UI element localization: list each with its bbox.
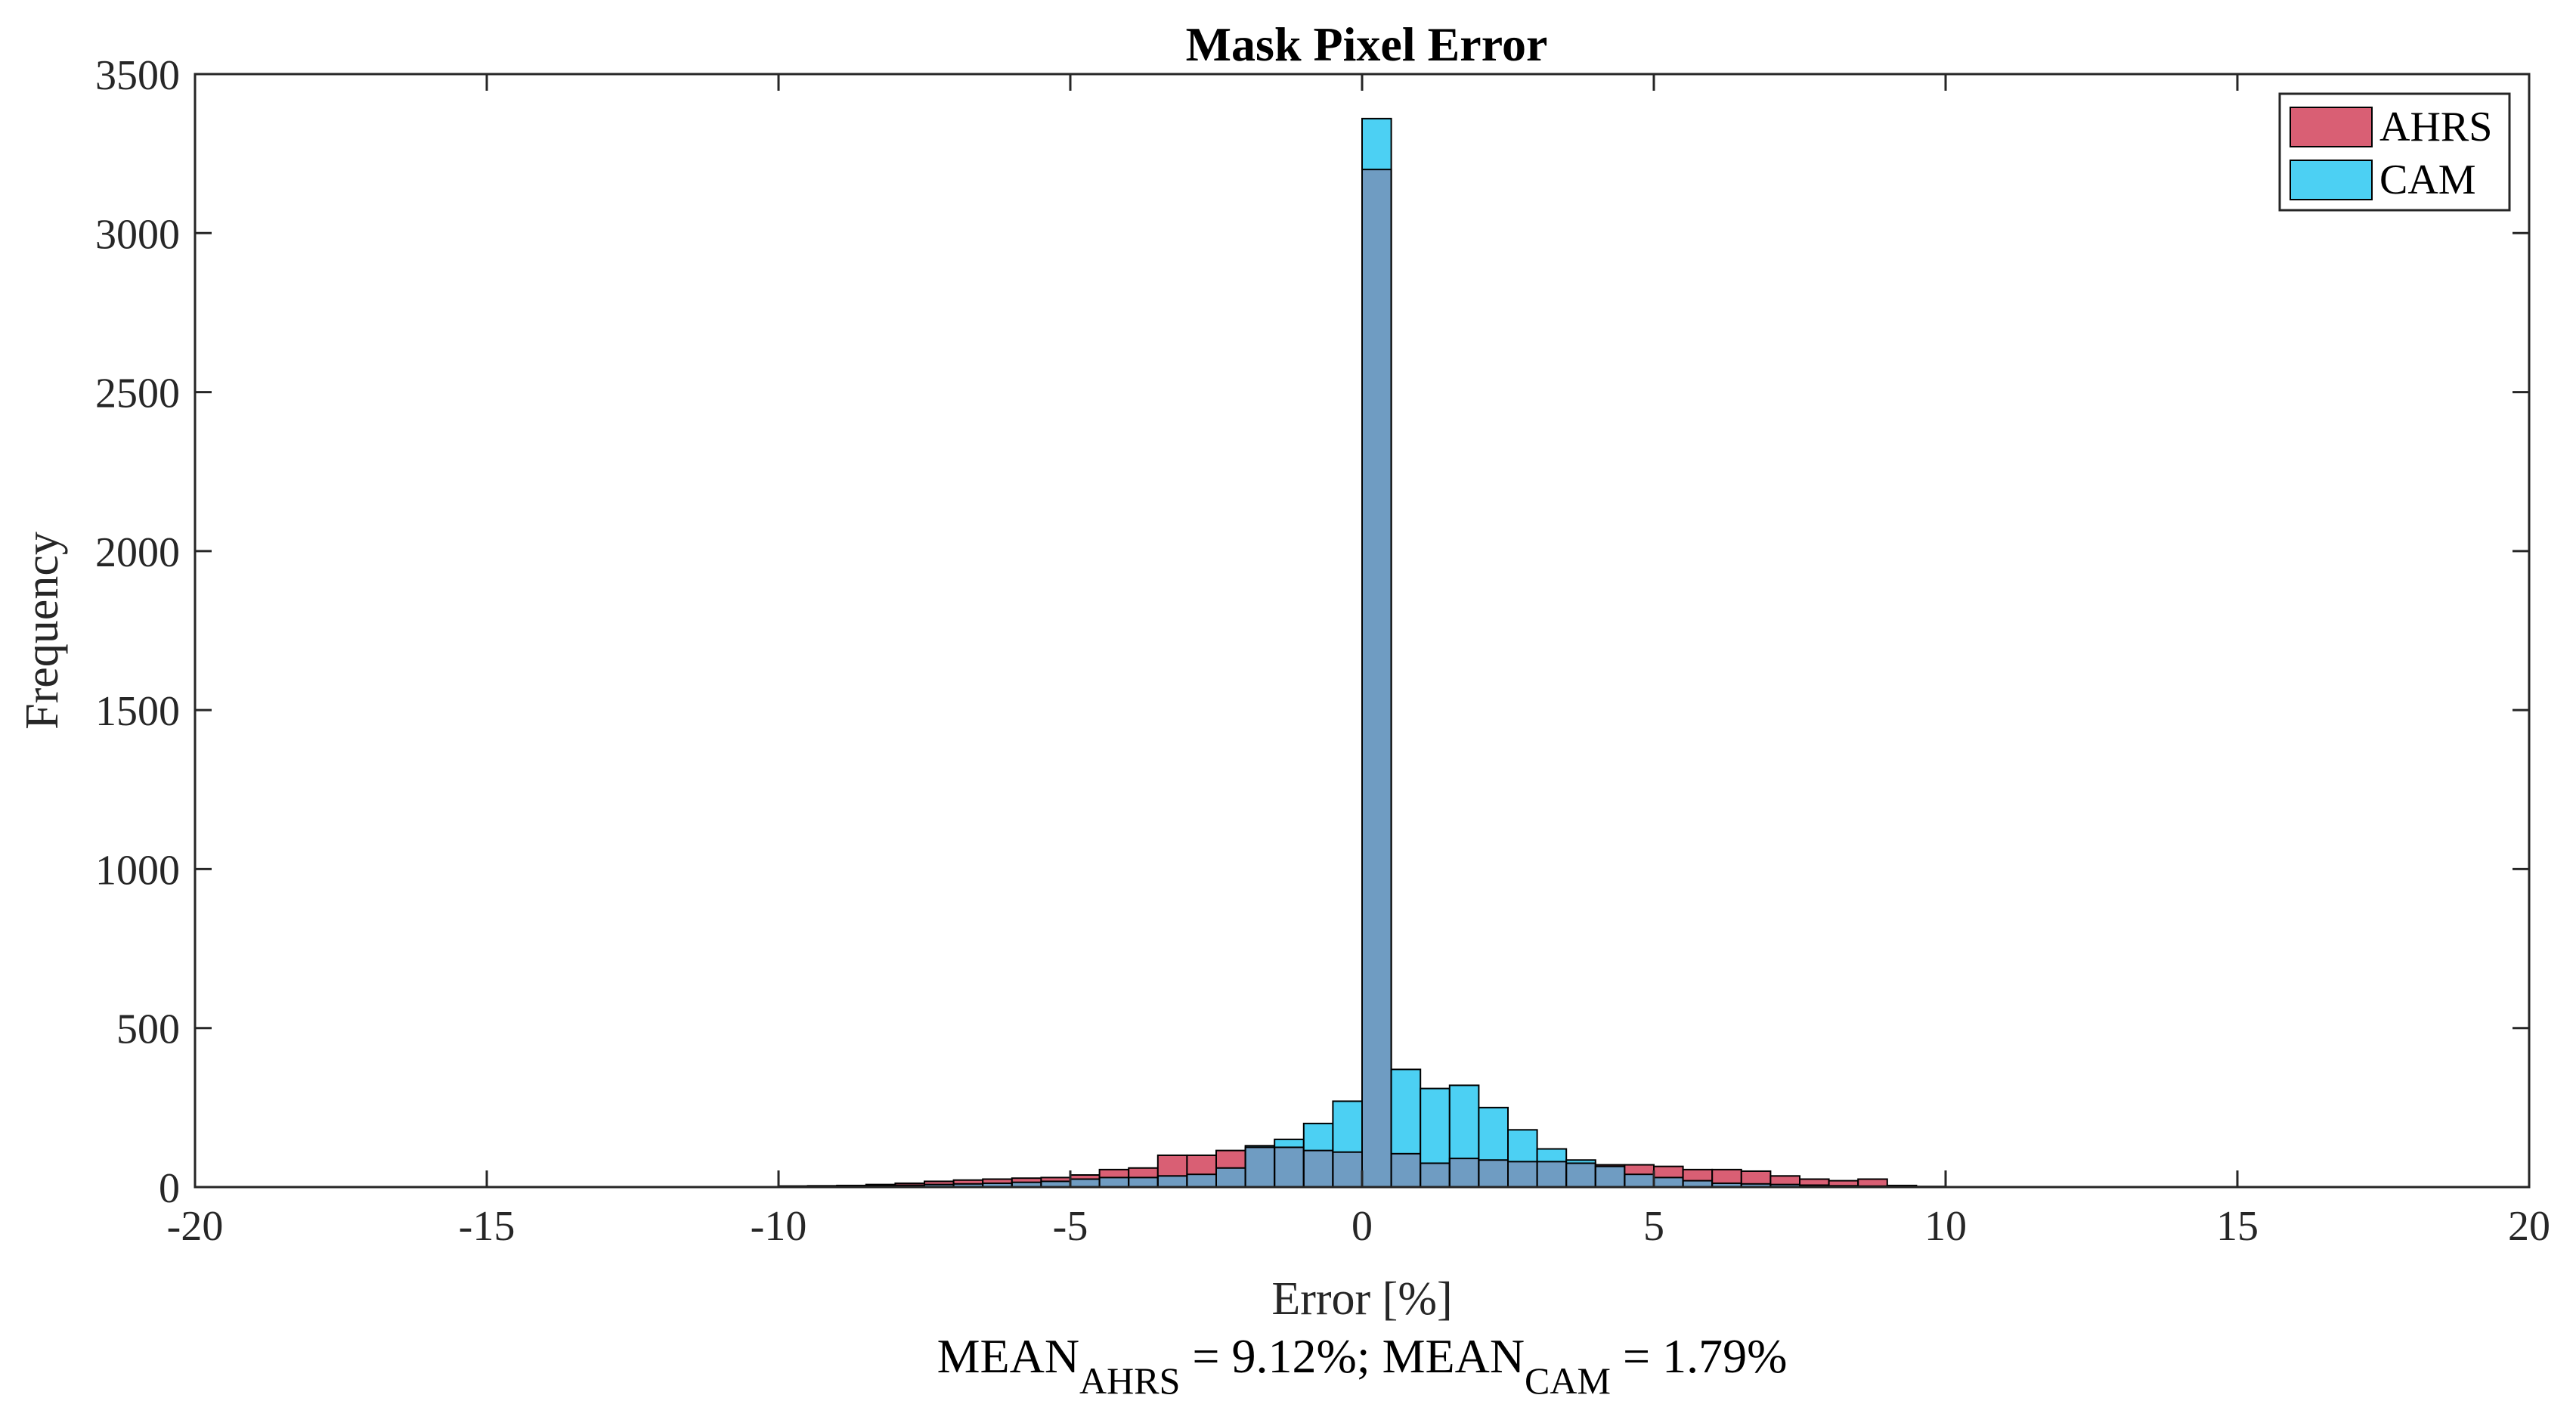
histogram-bar-overlap — [1624, 1174, 1654, 1187]
mean-text-3: = 1.79% — [1611, 1329, 1787, 1383]
histogram-bar-overlap — [1770, 1184, 1800, 1187]
histogram-bar-overlap — [1303, 1150, 1333, 1187]
histogram-bar-ahrs — [1828, 1180, 1859, 1186]
histogram-bar-ahrs — [1129, 1167, 1158, 1178]
histogram-bar-cam — [1566, 1160, 1596, 1164]
mean-sub-ahrs: AHRS — [1079, 1359, 1180, 1402]
y-tick-label: 1500 — [95, 688, 180, 735]
y-tick-label: 0 — [159, 1165, 180, 1212]
histogram-bar-overlap — [1216, 1167, 1246, 1187]
y-tick-label: 500 — [116, 1006, 180, 1053]
x-tick-label: -10 — [751, 1203, 807, 1250]
histogram-bar-overlap — [1041, 1181, 1070, 1187]
histogram-bar-cam — [1303, 1123, 1333, 1151]
mean-sub-cam: CAM — [1525, 1359, 1611, 1402]
histogram-bar-overlap — [1274, 1147, 1304, 1187]
histogram-bar-overlap — [1187, 1174, 1216, 1187]
histogram-bar-ahrs — [953, 1180, 983, 1184]
histogram-bar-overlap — [1420, 1163, 1450, 1187]
histogram-bar-overlap — [1245, 1147, 1275, 1187]
mean-text-1: MEAN — [937, 1329, 1079, 1383]
y-tick-label: 2500 — [95, 370, 180, 417]
histogram-bar-cam — [1449, 1085, 1479, 1159]
histogram-bar-overlap — [1508, 1161, 1537, 1187]
mean-text-2: = 9.12%; MEAN — [1180, 1329, 1525, 1383]
y-tick-label: 3500 — [95, 52, 180, 99]
x-tick-label: 0 — [1351, 1203, 1373, 1250]
histogram-bar-cam — [1537, 1149, 1567, 1162]
histogram-bar-overlap — [1712, 1183, 1742, 1187]
y-tick-label: 1000 — [95, 847, 180, 894]
histogram-bar-overlap — [1683, 1180, 1713, 1187]
histogram-bar-overlap — [983, 1183, 1012, 1187]
histogram-bar-overlap — [1333, 1152, 1362, 1187]
histogram-bar-overlap — [1099, 1177, 1129, 1187]
histogram-bar-overlap — [1566, 1163, 1596, 1187]
x-tick-label: -5 — [1053, 1203, 1088, 1250]
histogram-bar-ahrs — [1683, 1169, 1713, 1181]
histogram-bar-overlap — [1449, 1158, 1479, 1187]
histogram-bar-ahrs — [1216, 1150, 1246, 1168]
legend: AHRS CAM — [2278, 92, 2511, 212]
histogram-bar-overlap — [1011, 1182, 1042, 1187]
legend-label-ahrs: AHRS — [2379, 104, 2492, 150]
histogram-bar-cam — [1420, 1088, 1450, 1164]
histogram-bar-overlap — [1478, 1160, 1508, 1187]
histogram-bar-ahrs — [924, 1181, 954, 1185]
histogram-bar-overlap — [1391, 1153, 1421, 1187]
histogram-bar-ahrs — [1741, 1170, 1771, 1184]
histogram-bar-ahrs — [983, 1179, 1012, 1183]
y-axis-label: Frequency — [17, 532, 68, 730]
histogram-bar-ahrs — [1624, 1164, 1654, 1175]
chart-title: Mask Pixel Error — [1186, 17, 1548, 71]
x-tick-label: 10 — [1924, 1203, 1967, 1250]
histogram-bar-overlap — [1654, 1177, 1683, 1187]
histogram-bar-cam — [1478, 1107, 1508, 1161]
x-tick-label: 15 — [2216, 1203, 2259, 1250]
histogram-bar-overlap — [1070, 1179, 1100, 1187]
histogram-bar-overlap — [1537, 1161, 1567, 1187]
histogram-bar-ahrs — [1858, 1179, 1887, 1186]
histogram-bar-overlap — [1741, 1183, 1771, 1187]
histogram-bar-cam — [1391, 1069, 1421, 1154]
histogram-bar-overlap — [1362, 169, 1392, 1188]
histogram-bar-ahrs — [895, 1183, 924, 1186]
histogram-bar-ahrs — [1800, 1179, 1829, 1186]
histogram-bar-ahrs — [1654, 1166, 1683, 1178]
mean-annotation: MEANAHRS = 9.12%; MEANCAM = 1.79% — [937, 1329, 1788, 1402]
histogram-bar-cam — [1508, 1130, 1537, 1162]
ticks-layer: -20 -15 -10 -5 0 5 10 15 20 0 500 1000 1500 2000 2500 3… — [95, 52, 2550, 1250]
histogram-bar-overlap — [953, 1183, 983, 1187]
histogram-bar-overlap — [1157, 1176, 1187, 1187]
y-tick-label: 3000 — [95, 211, 180, 258]
x-tick-label: -20 — [167, 1203, 224, 1250]
y-tick-label: 2000 — [95, 529, 180, 576]
histogram-bar-overlap — [924, 1184, 954, 1187]
histogram-bar-cam — [1245, 1145, 1275, 1148]
x-tick-label: 5 — [1643, 1203, 1664, 1250]
bars-layer — [778, 117, 1946, 1189]
histogram-bar-cam — [1274, 1139, 1304, 1148]
histogram-bar-ahrs — [1099, 1169, 1129, 1178]
histogram-bar-overlap — [1129, 1177, 1158, 1187]
histogram-bar-overlap — [1595, 1166, 1625, 1187]
histogram-bar-ahrs — [1595, 1164, 1625, 1167]
x-tick-label: -15 — [459, 1203, 516, 1250]
histogram-bar-ahrs — [1770, 1176, 1800, 1185]
legend-label-cam: CAM — [2379, 157, 2476, 203]
histogram-bar-ahrs — [1187, 1155, 1216, 1175]
legend-swatch-ahrs — [2290, 107, 2373, 147]
histogram-bar-ahrs — [1070, 1175, 1100, 1180]
x-tick-label: 20 — [2508, 1203, 2550, 1250]
histogram-bar-ahrs — [1157, 1155, 1187, 1176]
histogram-bar-ahrs — [1041, 1177, 1070, 1182]
histogram-bar-cam — [1333, 1101, 1362, 1152]
histogram-bar-ahrs — [1712, 1169, 1742, 1183]
histogram-bar-ahrs — [1011, 1178, 1042, 1183]
legend-swatch-cam — [2290, 160, 2373, 200]
x-axis-label: Error [%] — [1271, 1273, 1452, 1325]
histogram-bar-cam — [1362, 118, 1392, 170]
